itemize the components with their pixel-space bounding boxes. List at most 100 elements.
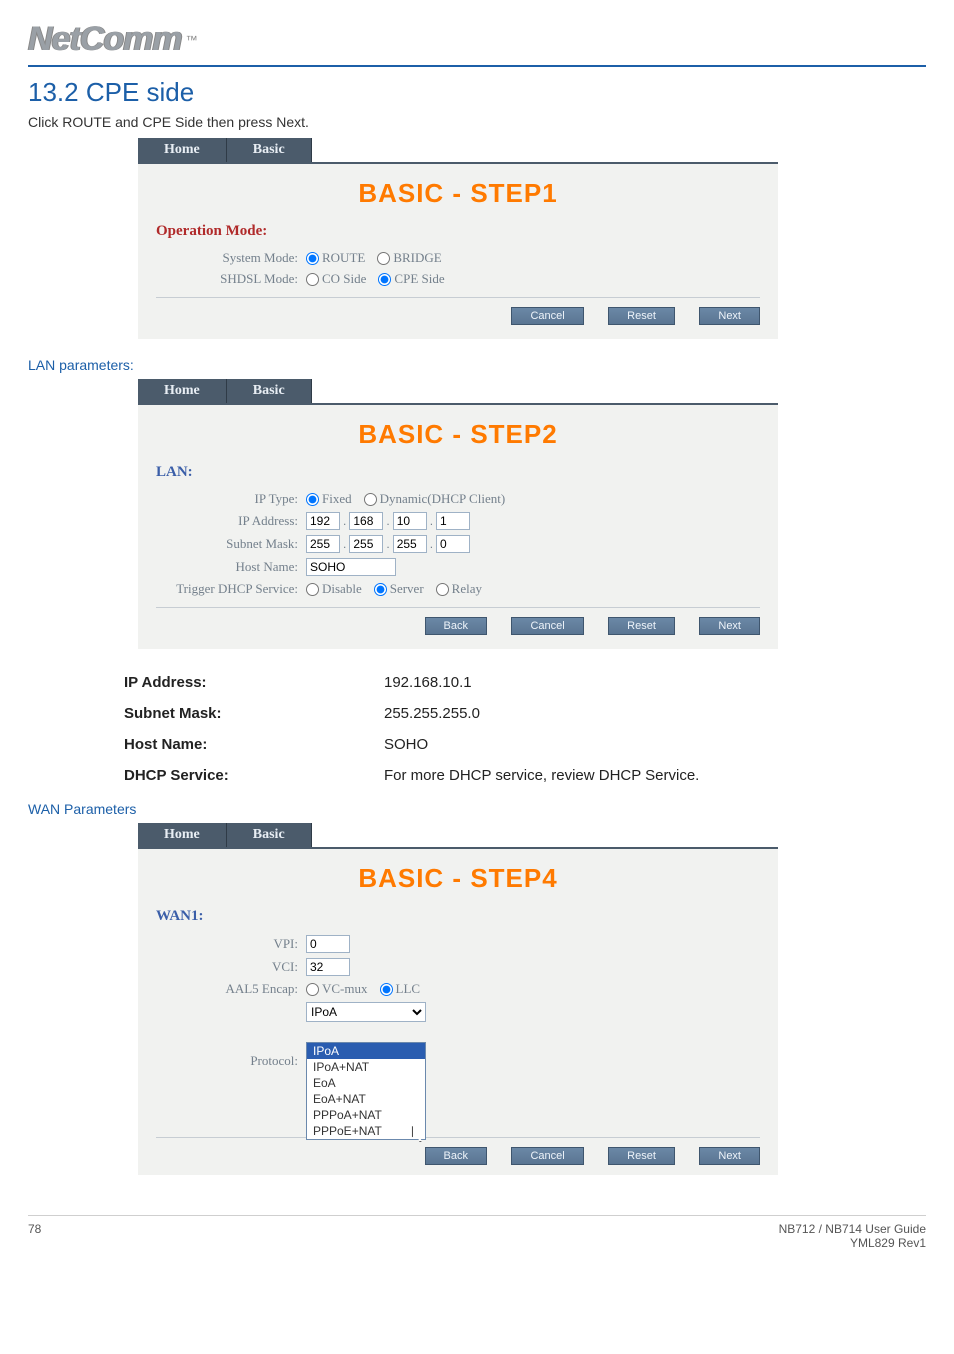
tab-home-2[interactable]: Home	[138, 379, 227, 403]
mask-octet-3[interactable]	[393, 535, 427, 553]
host-name-label: Host Name:	[156, 559, 306, 575]
tab-basic-3[interactable]: Basic	[227, 823, 312, 847]
tab-basic[interactable]: Basic	[227, 138, 312, 162]
table-row: DHCP Service: For more DHCP service, rev…	[118, 760, 818, 791]
page-number: 78	[28, 1222, 41, 1250]
host-name-row: Host Name:	[156, 558, 760, 576]
def-mask-key: Subnet Mask:	[118, 698, 378, 729]
logo-text: NetComm	[28, 20, 182, 59]
shdsl-mode-label: SHDSL Mode:	[156, 271, 306, 287]
mask-octet-1[interactable]	[306, 535, 340, 553]
next-button-2[interactable]: Next	[699, 617, 760, 635]
vci-row: VCI:	[156, 958, 760, 976]
vpi-input[interactable]	[306, 935, 350, 953]
system-mode-label: System Mode:	[156, 250, 306, 266]
protocol-dropdown-list[interactable]: IPoA IPoA+NAT EoA EoA+NAT PPPoA+NAT PPPo…	[306, 1042, 426, 1140]
ip-address-row: IP Address: . . .	[156, 512, 760, 530]
next-button[interactable]: Next	[699, 307, 760, 325]
dhcp-disable-radio[interactable]	[306, 583, 319, 596]
footer-line2: YML829 Rev1	[779, 1236, 926, 1250]
subnet-mask-row: Subnet Mask: . . .	[156, 535, 760, 553]
shdsl-cpe-label: CPE Side	[394, 271, 444, 287]
def-host-val: SOHO	[378, 729, 818, 760]
cancel-button-2[interactable]: Cancel	[511, 617, 583, 635]
dhcp-server-label: Server	[390, 581, 424, 597]
table-row: Host Name: SOHO	[118, 729, 818, 760]
protocol-label: Protocol:	[156, 1053, 306, 1069]
lan-parameters-heading: LAN parameters:	[28, 357, 926, 373]
back-button[interactable]: Back	[425, 617, 487, 635]
tab-basic-2[interactable]: Basic	[227, 379, 312, 403]
tab-home-3[interactable]: Home	[138, 823, 227, 847]
tab-home[interactable]: Home	[138, 138, 227, 162]
ip-octet-4[interactable]	[436, 512, 470, 530]
step2-buttons: Back Cancel Reset Next	[156, 607, 760, 635]
next-button-4[interactable]: Next	[699, 1147, 760, 1165]
tab-bar-3: Home Basic	[138, 823, 778, 847]
cancel-button[interactable]: Cancel	[511, 307, 583, 325]
step2-heading: BASIC - STEP2	[156, 419, 760, 450]
footer-line1: NB712 / NB714 User Guide	[779, 1222, 926, 1236]
reset-button-4[interactable]: Reset	[608, 1147, 675, 1165]
subnet-mask-label: Subnet Mask:	[156, 536, 306, 552]
mask-octet-2[interactable]	[349, 535, 383, 553]
back-button-4[interactable]: Back	[425, 1147, 487, 1165]
dhcp-server-radio[interactable]	[374, 583, 387, 596]
system-mode-bridge-radio[interactable]	[377, 252, 390, 265]
def-mask-val: 255.255.255.0	[378, 698, 818, 729]
dhcp-service-row: Trigger DHCP Service: Disable Server Rel…	[156, 581, 760, 597]
step1-buttons: Cancel Reset Next	[156, 297, 760, 325]
system-mode-row: System Mode: ROUTE BRIDGE	[156, 250, 760, 266]
shdsl-co-radio[interactable]	[306, 273, 319, 286]
ip-type-fixed-radio[interactable]	[306, 493, 319, 506]
protocol-option[interactable]: PPPoE+NAT	[307, 1123, 425, 1139]
protocol-option[interactable]: EoA+NAT	[307, 1091, 425, 1107]
system-mode-route-radio[interactable]	[306, 252, 319, 265]
reset-button-2[interactable]: Reset	[608, 617, 675, 635]
protocol-select[interactable]: IPoA	[306, 1002, 426, 1022]
section-title: 13.2 CPE side	[28, 77, 926, 108]
table-row: IP Address: 192.168.10.1	[118, 667, 818, 698]
ip-type-dynamic-label: Dynamic(DHCP Client)	[380, 491, 506, 507]
ip-octet-3[interactable]	[393, 512, 427, 530]
tab-bar-2: Home Basic	[138, 379, 778, 403]
operation-mode-label: Operation Mode:	[156, 223, 760, 240]
aal5-vcmux-radio[interactable]	[306, 983, 319, 996]
def-dhcp-val: For more DHCP service, review DHCP Servi…	[378, 760, 818, 791]
protocol-row: Protocol: IPoA IPoA IPoA+NAT EoA EoA+NAT…	[156, 1002, 760, 1120]
lan-label: LAN:	[156, 464, 760, 481]
def-ip-key: IP Address:	[118, 667, 378, 698]
header-rule	[28, 65, 926, 67]
definitions-table: IP Address: 192.168.10.1 Subnet Mask: 25…	[118, 667, 818, 791]
step4-buttons: Back Cancel Reset Next	[156, 1137, 760, 1165]
footer-right: NB712 / NB714 User Guide YML829 Rev1	[779, 1222, 926, 1250]
logo-block: NetComm ™	[28, 20, 926, 59]
protocol-option[interactable]: EoA	[307, 1075, 425, 1091]
shdsl-cpe-radio[interactable]	[378, 273, 391, 286]
wan1-label: WAN1:	[156, 908, 760, 925]
ip-octet-1[interactable]	[306, 512, 340, 530]
dhcp-relay-radio[interactable]	[436, 583, 449, 596]
dhcp-relay-label: Relay	[452, 581, 482, 597]
mask-octet-4[interactable]	[436, 535, 470, 553]
dhcp-disable-label: Disable	[322, 581, 362, 597]
ip-type-fixed-label: Fixed	[322, 491, 352, 507]
ip-type-dynamic-radio[interactable]	[364, 493, 377, 506]
protocol-option[interactable]: IPoA+NAT	[307, 1059, 425, 1075]
page-footer: 78 NB712 / NB714 User Guide YML829 Rev1	[28, 1215, 926, 1250]
aal5-row: AAL5 Encap: VC-mux LLC	[156, 981, 760, 997]
wan-parameters-heading: WAN Parameters	[28, 801, 926, 817]
aal5-llc-radio[interactable]	[380, 983, 393, 996]
ip-octet-2[interactable]	[349, 512, 383, 530]
trademark: ™	[186, 33, 198, 47]
ip-address-label: IP Address:	[156, 513, 306, 529]
def-ip-val: 192.168.10.1	[378, 667, 818, 698]
reset-button[interactable]: Reset	[608, 307, 675, 325]
protocol-option[interactable]: PPPoA+NAT	[307, 1107, 425, 1123]
vci-input[interactable]	[306, 958, 350, 976]
host-name-input[interactable]	[306, 558, 396, 576]
shdsl-co-label: CO Side	[322, 271, 366, 287]
def-dhcp-key: DHCP Service:	[118, 760, 378, 791]
cancel-button-4[interactable]: Cancel	[511, 1147, 583, 1165]
protocol-option[interactable]: IPoA	[307, 1043, 425, 1059]
